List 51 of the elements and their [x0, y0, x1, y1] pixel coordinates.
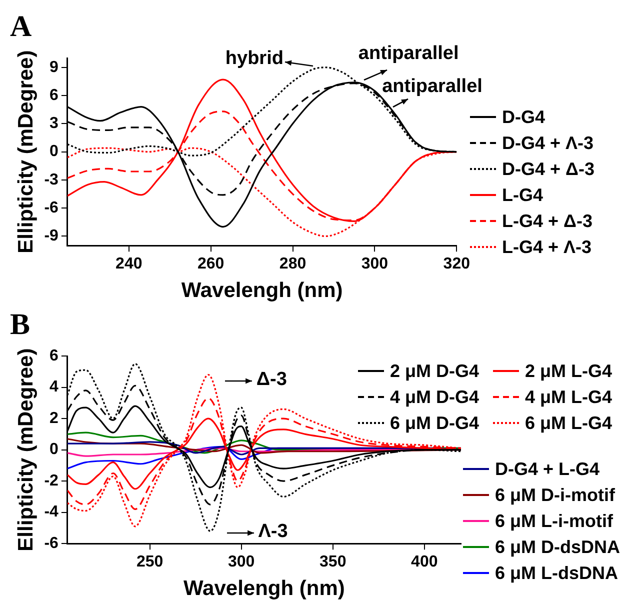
- x-axis-title: Wavelengh (nm): [181, 279, 343, 302]
- y-tick-label: 0: [50, 441, 59, 458]
- annotation: Δ-3: [256, 368, 287, 391]
- x-tick-label: 300: [228, 554, 255, 571]
- x-axis-title: Wavelengh (nm): [184, 577, 345, 600]
- legend-label: L-G4: [502, 184, 544, 206]
- x-tick-label: 280: [279, 256, 306, 273]
- legend-label: D-G4 + L-G4: [495, 458, 600, 480]
- y-tick-label: 6: [50, 86, 59, 104]
- y-tick-label: 0: [50, 143, 59, 160]
- x-tick-label: 300: [361, 256, 388, 273]
- x-tick-label: 240: [116, 256, 142, 273]
- y-tick-label: -6: [44, 199, 59, 216]
- chart-title: B: [10, 308, 30, 342]
- x-tick-label: 260: [197, 256, 224, 273]
- legend-label: D-G4: [502, 106, 546, 128]
- legend-label: 2 μM D-G4: [390, 360, 480, 382]
- x-tick-label: 400: [411, 554, 438, 571]
- annotation: hybrid: [225, 48, 284, 70]
- y-tick-label: -6: [44, 535, 59, 552]
- annotation: Λ-3: [258, 521, 288, 544]
- legend-label: L-G4 + Δ-3: [502, 210, 592, 232]
- y-tick-label: 6: [50, 347, 59, 364]
- x-tick-label: 320: [443, 256, 470, 273]
- y-axis-title: Ellipticity (mDegree): [14, 348, 38, 552]
- annotation: antiparallel: [358, 43, 459, 66]
- legend-label: D-G4 + Δ-3: [502, 158, 594, 180]
- legend-label: 6 μM D-i-motif: [495, 484, 615, 506]
- legend-label: D-G4 + Λ-3: [502, 132, 594, 154]
- legend-label: 2 μM L-G4: [525, 360, 612, 382]
- legend-label: 6 μM D-G4: [390, 412, 480, 434]
- y-tick-label: 2: [50, 410, 59, 427]
- y-tick-label: 3: [50, 115, 59, 132]
- x-tick-label: 350: [320, 554, 346, 571]
- y-tick-label: -3: [44, 171, 59, 188]
- x-tick-label: 250: [136, 554, 164, 571]
- legend-label: 4 μM D-G4: [390, 386, 480, 408]
- y-axis-title: Ellipticity (mDegree): [14, 50, 38, 254]
- y-tick-label: 9: [50, 58, 59, 76]
- legend-label: 6 μM L-G4: [525, 412, 612, 434]
- y-tick-label: 4: [50, 378, 59, 396]
- y-tick-label: -9: [44, 228, 59, 245]
- legend-label: 6 μM L-dsDNA: [495, 562, 618, 584]
- legend-label: 6 μM L-i-motif: [495, 510, 613, 532]
- y-tick-label: -4: [44, 504, 59, 521]
- legend-label: 4 μM L-G4: [525, 386, 612, 408]
- y-tick-label: -2: [44, 472, 59, 490]
- legend-label: 6 μM D-dsDNA: [495, 536, 620, 558]
- annotation: antiparallel: [382, 76, 482, 98]
- chart-title: A: [10, 10, 32, 44]
- legend-label: L-G4 + Λ-3: [502, 236, 592, 258]
